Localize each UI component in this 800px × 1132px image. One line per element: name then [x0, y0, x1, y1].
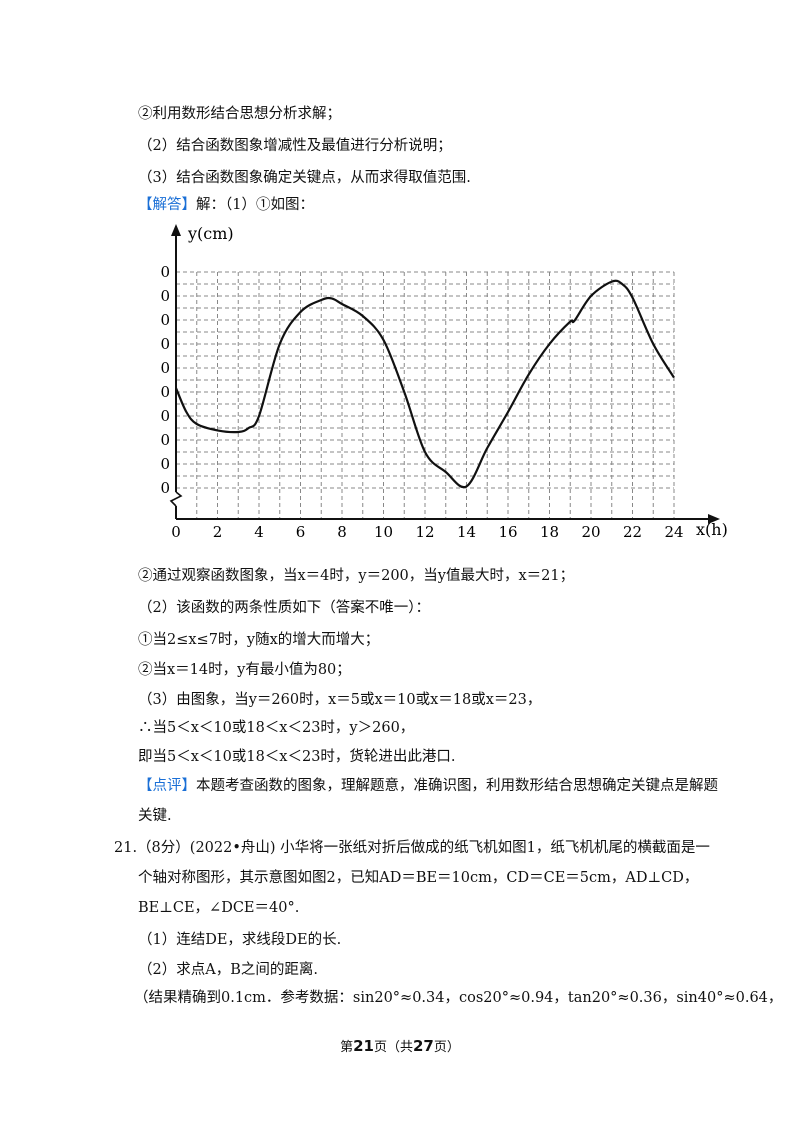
y-tick-label: 230	[160, 359, 170, 377]
x-tick-label: 2	[213, 523, 223, 541]
x-tick-label: 14	[457, 523, 476, 541]
text-line: （3）由图象，当y＝260时，x＝5或x＝10或x＝18或x＝23，	[138, 692, 542, 708]
x-tick-label: 18	[540, 523, 559, 541]
question-21-line: 个轴对称图形，其示意图如图2，已知AD＝BE＝10cm，CD＝CE＝5cm，AD…	[138, 870, 699, 886]
x-tick-label: 8	[337, 523, 347, 541]
x-tick-label: 20	[581, 523, 600, 541]
y-axis-label: y(cm)	[187, 224, 234, 243]
y-tick-label: 110	[160, 455, 170, 473]
text-line: ②利用数形结合思想分析求解；	[138, 106, 341, 122]
text-line: ∴当5＜x＜10或18＜x＜23时，y＞260，	[138, 720, 415, 736]
text-line: （2）该函数的两条性质如下（答案不唯一）：	[138, 600, 430, 616]
footer-mid: 页（共	[373, 1040, 413, 1055]
text-line: ②当x＝14时，y有最小值为80；	[138, 662, 351, 678]
y-tick-label: 80	[160, 479, 170, 497]
chart-grid	[176, 271, 675, 519]
axis-break	[169, 491, 183, 507]
chart-axes	[169, 224, 720, 524]
y-tick-label: 200	[160, 383, 170, 401]
text-line: （3）结合函数图象确定关键点，从而求得取值范围.	[138, 170, 471, 186]
x-axis-label: x(h)	[696, 520, 728, 539]
y-tick-label: 140	[160, 431, 170, 449]
answer-tag: 【解答】	[138, 197, 196, 213]
text-line: （2）结合函数图象增减性及最值进行分析说明；	[138, 138, 452, 154]
x-axis-arrow	[708, 514, 720, 524]
answer-text: 解：（1）①如图：	[196, 197, 314, 213]
y-tick-label: 320	[160, 287, 170, 305]
total-pages: 27	[413, 1037, 434, 1055]
x-tick-label: 6	[296, 523, 306, 541]
x-tick-label: 22	[623, 523, 642, 541]
question-21-sub: （结果精确到0.1cm．参考数据：sin20°≈0.34，cos20°≈0.94…	[134, 990, 783, 1006]
chart-ticks: 0246810121416182022248011014017020023026…	[160, 263, 684, 541]
y-tick-label: 170	[160, 407, 170, 425]
comment-tag: 【点评】	[138, 778, 196, 794]
function-graph: 0246810121416182022248011014017020023026…	[160, 224, 728, 541]
question-21-sub: （2）求点A，B之间的距离.	[138, 962, 318, 978]
function-curve	[174, 279, 675, 489]
y-axis-arrow	[171, 224, 181, 236]
question-21-line: 21.（8分）(2022•舟山) 小华将一张纸对折后做成的纸飞机如图1，纸飞机机…	[114, 840, 710, 856]
text-line: ②通过观察函数图象，当x＝4时，y＝200，当y值最大时，x＝21；	[138, 568, 575, 584]
page-footer: 第21页（共27页）	[0, 1036, 800, 1055]
text-line: 即当5＜x＜10或18＜x＜23时，货轮进出此港口.	[138, 749, 456, 765]
footer-post: 页）	[433, 1040, 460, 1055]
x-tick-label: 16	[498, 523, 517, 541]
footer-pre: 第	[340, 1040, 354, 1055]
x-tick-label: 12	[415, 523, 434, 541]
x-tick-label: 0	[171, 523, 181, 541]
text-line: ①当2≤x≤7时，y随x的增大而增大；	[138, 632, 380, 648]
x-tick-label: 24	[664, 523, 683, 541]
x-tick-label: 4	[254, 523, 264, 541]
comment-text: 本题考查函数的图象，理解题意，准确识图，利用数形结合思想确定关键点是解题	[196, 778, 718, 794]
question-21-sub: （1）连结DE，求线段DE的长.	[138, 932, 342, 948]
x-tick-label: 10	[374, 523, 393, 541]
question-21-line: BE⊥CE，∠DCE＝40°.	[138, 900, 300, 916]
comment-line: 【点评】本题考查函数的图象，理解题意，准确识图，利用数形结合思想确定关键点是解题	[138, 776, 718, 796]
answer-line: 【解答】解：（1）①如图：	[138, 195, 314, 215]
y-tick-label: 290	[160, 311, 170, 329]
page-number: 21	[353, 1037, 374, 1055]
comment-line-2: 关键.	[138, 808, 172, 824]
y-tick-label: 260	[160, 335, 170, 353]
y-tick-label: 350	[160, 263, 170, 281]
